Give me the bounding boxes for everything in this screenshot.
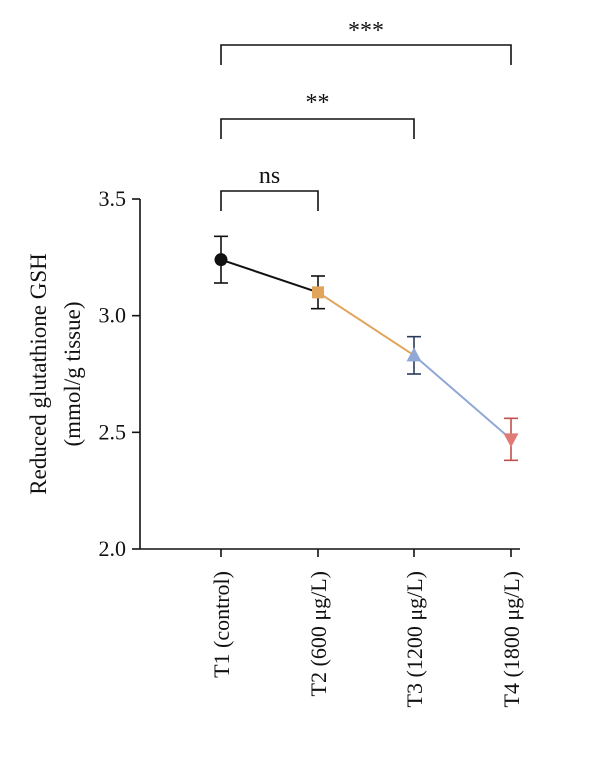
x-ticks: T1 (control) T2 (600 μg/L) T3 (1200 μg/L) T… <box>209 549 524 707</box>
y-tick-label-1: 2.5 <box>99 419 127 444</box>
significance-label-1: ** <box>306 90 330 116</box>
series-line-segment-1 <box>317 291 415 357</box>
significance-bracket-line-2 <box>220 44 512 65</box>
significance-bracket-0: ns <box>220 163 319 211</box>
data-point-3 <box>503 433 519 448</box>
x-tick-label-1: T2 (600 μg/L) <box>306 571 331 696</box>
data-point-1 <box>312 286 324 299</box>
y-ticks: 2.0 2.5 3.0 3.5 <box>99 186 140 561</box>
x-tick-label-0: T1 (control) <box>209 571 234 678</box>
y-tick-label-3: 3.5 <box>99 186 127 211</box>
y-axis-label-line1: Reduced glutathione GSH <box>26 253 51 494</box>
y-axis-label-line2: (mmol/g tissue) <box>60 301 85 446</box>
series-layer <box>214 235 519 462</box>
significance-bracket-2: *** <box>220 18 512 65</box>
x-tick-label-2: T3 (1200 μg/L) <box>402 571 427 707</box>
significance-bracket-line-1 <box>220 118 415 139</box>
axes <box>139 199 520 550</box>
series-line-segment-0 <box>220 258 319 294</box>
significance-layer: ns***** <box>220 18 512 211</box>
series-line-segment-2 <box>413 354 512 441</box>
significance-bracket-1: ** <box>220 90 415 139</box>
significance-label-2: *** <box>348 18 384 44</box>
x-tick-label-3: T4 (1800 μg/L) <box>499 571 524 707</box>
significance-label-0: ns <box>259 163 280 189</box>
y-tick-label-2: 3.0 <box>99 303 127 328</box>
significance-bracket-line-0 <box>220 190 319 211</box>
data-point-2 <box>406 347 422 362</box>
data-point-0 <box>214 253 228 267</box>
y-tick-label-0: 2.0 <box>99 536 127 561</box>
